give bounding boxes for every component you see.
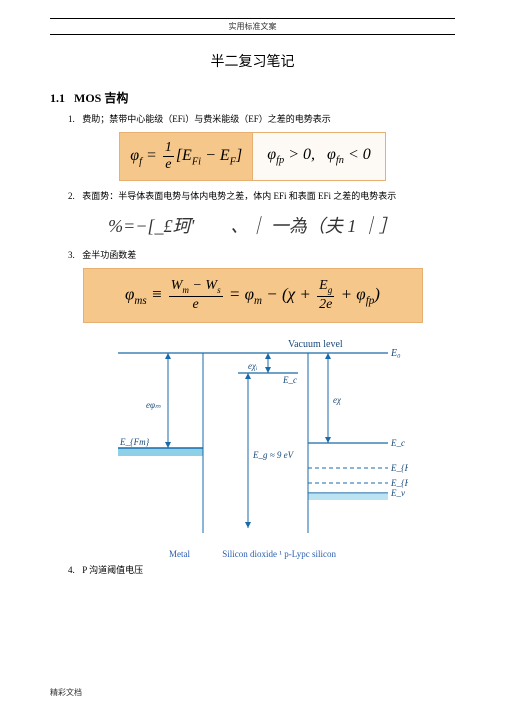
item-text: 费助；禁带中心能级（EFi）与费米能级（EF）之差的电势表示: [82, 114, 331, 124]
formula-3-box: φms ≡ Wm − Wse = φm − (χ + Eg2e + φfp): [50, 268, 455, 323]
svg-text:E_v: E_v: [390, 488, 405, 498]
formula-1-right: φfp > 0, φfn < 0: [252, 133, 385, 180]
svg-text:E_{Fi}: E_{Fi}: [390, 463, 408, 473]
svg-text:eχ: eχ: [333, 395, 342, 405]
page-title: 半二复习笔记: [50, 51, 455, 71]
energy-band-diagram: Vacuum level E₀ eχᵢ E_c eχ eφₘ E_{Fm}: [98, 333, 408, 543]
list-item: 2. 表面势：半导体表面电势与体内电势之差，体内 EFi 和表面 EFi 之差的…: [68, 191, 455, 203]
item-number: 1.: [68, 114, 80, 126]
header-top-rule: [50, 18, 455, 19]
formula-3: φms ≡ Wm − Wse = φm − (χ + Eg2e + φfp): [83, 268, 423, 323]
section-heading: 1.1 MOS 吉构: [50, 89, 455, 106]
vacuum-label: Vacuum level: [288, 339, 343, 350]
caption-metal: Metal: [169, 549, 190, 559]
caption-rest: Silicon dioxide ¹ p-Lypc silicon: [222, 549, 336, 559]
item-number: 4.: [68, 565, 80, 577]
svg-text:E_{Fs}: E_{Fs}: [390, 478, 408, 488]
item-text: 金半功函数差: [82, 250, 136, 260]
svg-text:E_c: E_c: [390, 438, 405, 448]
item-number: 2.: [68, 191, 80, 203]
item-text: P 沟道阈值电压: [82, 565, 143, 575]
diagram-caption: Metal Silicon dioxide ¹ p-Lypc silicon: [50, 549, 455, 559]
formula-1: φf = 1e[EFi − EF] φfp > 0, φfn < 0: [50, 132, 455, 181]
svg-text:eφₘ: eφₘ: [146, 400, 161, 410]
list-item: 4. P 沟道阈值电压: [68, 565, 455, 577]
section-label: MOS 吉构: [74, 91, 128, 105]
page-header: 实用标准文案: [50, 21, 455, 32]
svg-text:E_c: E_c: [282, 375, 297, 385]
formula-2: %=−[_£珂' 、｜ 一為（夫 1 ｜］: [50, 208, 455, 246]
formula-1-left: φf = 1e[EFi − EF]: [120, 133, 252, 180]
list-item: 1. 费助；禁带中心能级（EFi）与费米能级（EF）之差的电势表示: [68, 114, 455, 126]
e0-label: E₀: [390, 348, 401, 359]
item-number: 3.: [68, 250, 80, 262]
page-footer: 精彩文档: [50, 687, 82, 698]
svg-text:E_g ≈ 9 eV: E_g ≈ 9 eV: [252, 450, 295, 460]
item-text: 表面势：半导体表面电势与体内电势之差，体内 EFi 和表面 EFi 之差的电势表…: [82, 191, 396, 201]
page: 实用标准文案 半二复习笔记 1.1 MOS 吉构 1. 费助；禁带中心能级（EF…: [0, 0, 505, 714]
svg-text:E_{Fm}: E_{Fm}: [119, 437, 150, 447]
header-bottom-rule: [50, 34, 455, 35]
section-number: 1.1: [50, 91, 65, 105]
svg-text:eχᵢ: eχᵢ: [248, 361, 258, 371]
list-item: 3. 金半功函数差: [68, 250, 455, 262]
